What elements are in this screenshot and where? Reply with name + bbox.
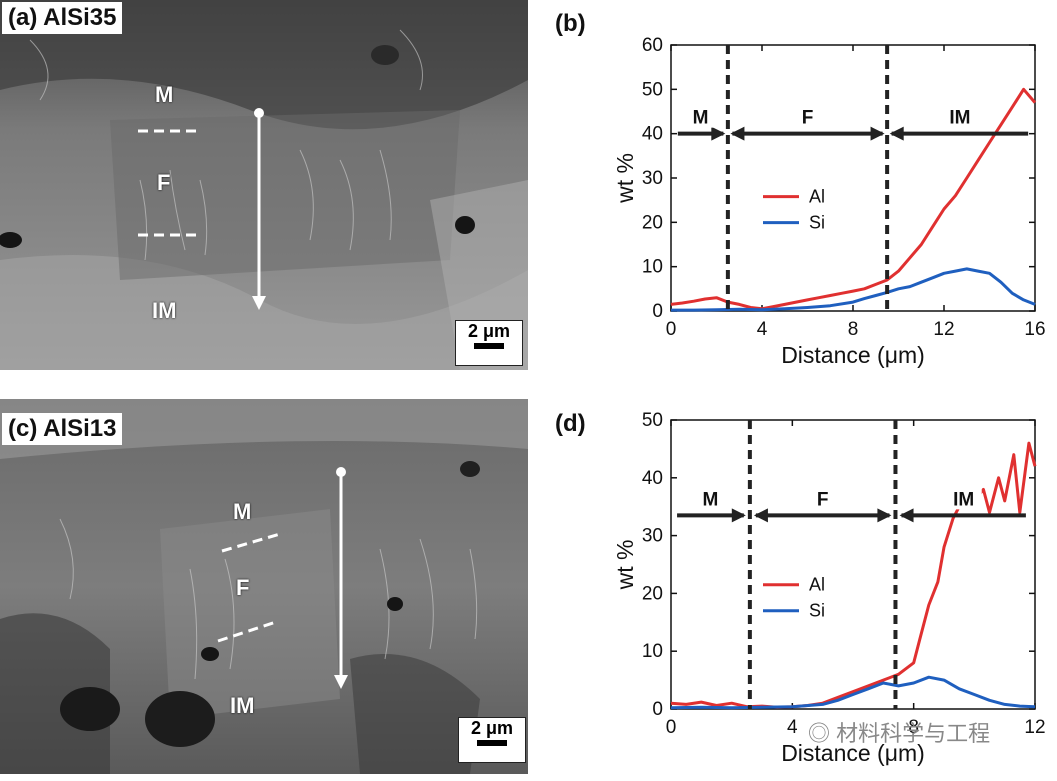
- series-line-d-al: [670, 441, 1037, 709]
- y-axis-label-d: wt %: [612, 540, 638, 591]
- x-tick-label-b-1: 4: [757, 319, 768, 340]
- region-im-a: IM: [152, 298, 177, 323]
- legend-label-b-si: Si: [809, 213, 825, 233]
- series-line-b-si: [671, 267, 1036, 312]
- region-f-c: F: [236, 575, 250, 600]
- x-tick-label-b-0: 0: [666, 319, 677, 340]
- series-line-b-al: [670, 87, 1037, 311]
- y-tick-label-d-3: 30: [642, 526, 663, 547]
- x-axis-label-d: Distance (μm): [781, 740, 925, 766]
- zone-arrow-head-right-d-1: [877, 508, 892, 523]
- wechat-icon: ◎: [808, 721, 837, 746]
- zone-label-bg-b-2: [941, 105, 978, 128]
- zone-arrow-b-im: IM: [889, 105, 1029, 141]
- series-line-d-si: [670, 675, 1036, 710]
- panel-label-b: (b): [555, 10, 586, 37]
- scale-bar-label-c: 2 μm: [470, 718, 514, 738]
- zone-arrow-b-m: M: [677, 105, 726, 141]
- region-im-c: IM: [230, 693, 255, 718]
- zone-label-b-f: F: [802, 108, 814, 129]
- y-tick-label-b-4: 40: [642, 124, 663, 145]
- zone-arrow-head-left-b-1: [730, 126, 745, 141]
- legend-label-b-al: Al: [809, 187, 825, 207]
- x-tick-label-d-3: 12: [1024, 717, 1045, 738]
- legend-label-d-si: Si: [809, 601, 825, 621]
- panel-label-c: (c) AlSi13: [2, 413, 123, 445]
- region-m-a: M: [155, 82, 174, 107]
- watermark-text: 材料科学与工程: [836, 721, 991, 746]
- zone-arrow-head-left-d-1: [753, 508, 768, 523]
- panel-label-d: (d): [555, 410, 586, 437]
- y-tick-label-b-5: 50: [642, 79, 663, 100]
- x-tick-label-d-2: 8: [908, 717, 919, 738]
- y-tick-label-b-1: 10: [642, 257, 663, 278]
- y-axis-label-b: wt %: [612, 153, 638, 204]
- region-f-a: F: [157, 170, 171, 195]
- zone-arrow-head-left-d-2: [899, 508, 914, 523]
- scale-bar-c: 2 μm: [458, 717, 526, 763]
- y-tick-label-d-2: 20: [642, 583, 663, 604]
- zone-arrow-head-left-b-2: [889, 126, 904, 141]
- sem-image-alsi35: (a) AlSi35 M F IM 2 μm: [0, 0, 528, 370]
- zone-arrow-d-im: IM: [899, 487, 1026, 523]
- zone-arrow-head-right-b-1: [870, 126, 885, 141]
- legend-label-d-al: Al: [809, 575, 825, 595]
- x-axis-label-b: Distance (μm): [781, 342, 925, 368]
- plot-frame-d: [670, 419, 1036, 710]
- sem-texture-a: [0, 0, 528, 370]
- zone-label-bg-d-0: [692, 487, 729, 510]
- y-tick-label-b-3: 30: [642, 168, 663, 189]
- y-tick-label-b-2: 20: [642, 212, 663, 233]
- panel-label-a: (a) AlSi35: [2, 2, 123, 34]
- y-tick-label-d-1: 10: [642, 641, 663, 662]
- line-scan-overlay-a: [138, 108, 266, 310]
- zone-label-d-im: IM: [953, 489, 974, 510]
- zone-label-bg-d-1: [804, 487, 841, 510]
- x-tick-label-b-3: 12: [933, 319, 954, 340]
- sem-texture-c: [0, 399, 528, 774]
- x-tick-label-b-4: 16: [1024, 319, 1045, 340]
- watermark: ◎ 材料科学与工程: [808, 716, 990, 748]
- region-m-c: M: [233, 499, 252, 524]
- sem-image-alsi13: (c) AlSi13 M F IM 2 μm: [0, 399, 528, 774]
- x-tick-label-d-0: 0: [666, 717, 677, 738]
- zone-arrow-head-right-d-0: [731, 508, 746, 523]
- scale-bar-a: 2 μm: [455, 320, 523, 366]
- x-tick-label-d-1: 4: [787, 717, 798, 738]
- zone-arrow-b-f: F: [730, 105, 885, 141]
- line-scan-overlay-c: [217, 467, 348, 689]
- zone-label-bg-d-2: [945, 487, 982, 510]
- zone-arrow-d-m: M: [677, 487, 746, 523]
- zone-label-d-m: M: [703, 489, 719, 510]
- zone-arrow-d-f: F: [753, 487, 892, 523]
- zone-label-bg-b-0: [682, 105, 719, 128]
- zone-label-b-m: M: [693, 108, 709, 129]
- zone-label-bg-b-1: [789, 105, 826, 128]
- zone-label-b-im: IM: [949, 108, 970, 129]
- zone-arrow-head-right-b-0: [711, 126, 726, 141]
- x-tick-label-b-2: 8: [848, 319, 859, 340]
- y-tick-label-b-0: 0: [652, 301, 663, 322]
- zone-label-d-f: F: [817, 489, 829, 510]
- scale-bar-line-c: [477, 740, 507, 746]
- y-tick-label-d-5: 50: [642, 410, 663, 431]
- scale-bar-label-a: 2 μm: [467, 321, 511, 341]
- y-tick-label-b-6: 60: [642, 35, 663, 56]
- y-tick-label-d-0: 0: [652, 699, 663, 720]
- scale-bar-line-a: [474, 343, 504, 349]
- y-tick-label-d-4: 40: [642, 468, 663, 489]
